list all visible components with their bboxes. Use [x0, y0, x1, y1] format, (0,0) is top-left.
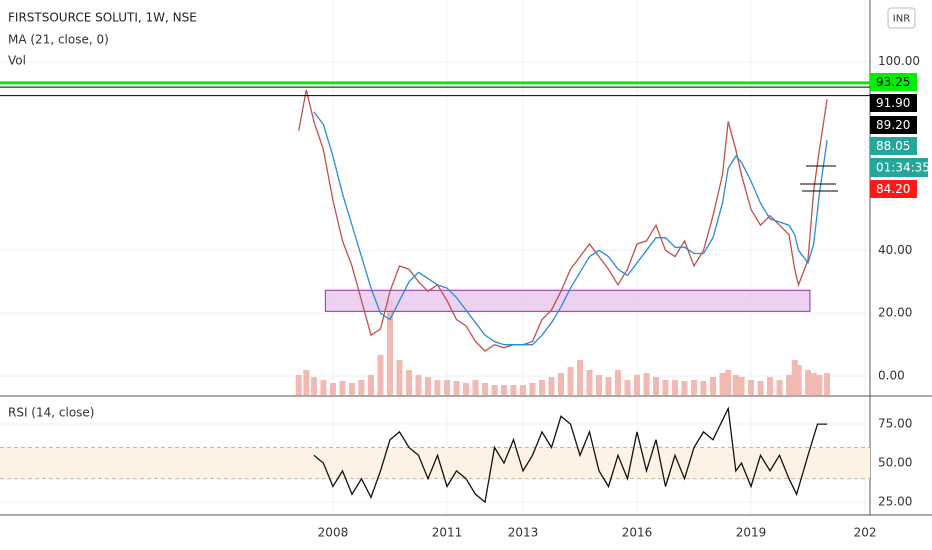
volume-bar: [662, 380, 669, 395]
volume-bar: [791, 360, 798, 395]
volume-bar: [816, 375, 823, 395]
volume-bar: [320, 380, 327, 395]
volume-bar: [624, 380, 631, 395]
main-pane: [295, 89, 831, 395]
volume-bar: [500, 385, 507, 395]
volume-bar: [481, 383, 488, 395]
volume-bar: [377, 355, 384, 395]
price-line: [298, 89, 828, 352]
volume-bar: [776, 380, 783, 395]
volume-bar: [786, 375, 793, 395]
volume-bar: [586, 370, 593, 395]
price-line: [313, 406, 828, 504]
volume-bar: [329, 383, 336, 395]
volume-bar: [700, 381, 707, 395]
volume-bar: [358, 380, 365, 395]
rsi-legend: RSI (14, close): [8, 406, 94, 420]
volume-bar: [367, 375, 374, 395]
x-tick-label: 2011: [432, 526, 463, 540]
y-tick-label: 40.00: [878, 243, 912, 257]
y-tick-label: 75.00: [878, 417, 912, 431]
volume-bar: [462, 383, 469, 395]
volume-bar: [653, 377, 660, 395]
price-badge: [870, 73, 917, 91]
y-tick-label: 50.00: [878, 456, 912, 470]
volume-bar: [529, 383, 536, 395]
volume-bar: [538, 380, 545, 395]
volume-bar: [805, 370, 812, 395]
x-tick-label: 2013: [508, 526, 539, 540]
volume-bar: [424, 377, 431, 395]
y-tick-label: 0.00: [878, 369, 905, 383]
volume-bar: [681, 381, 688, 395]
ma-legend: MA (21, close, 0): [8, 33, 109, 47]
countdown-badge: [870, 158, 928, 177]
price-badge-label: 88.05: [876, 139, 910, 153]
price-badge: [870, 94, 917, 112]
volume-bar: [295, 375, 302, 395]
ma-line: [313, 111, 828, 346]
volume-bar: [710, 377, 717, 395]
currency[interactable]: INR: [893, 14, 910, 25]
price-badge-label: 93.25: [876, 75, 910, 89]
volume-bar: [795, 365, 802, 395]
volume-bar: [415, 375, 422, 395]
y-tick-label: 100.00: [878, 54, 920, 68]
volume-bar: [738, 377, 745, 395]
volume-bar: [472, 380, 479, 395]
price-badge: [870, 116, 917, 134]
volume-bar: [605, 377, 612, 395]
volume-bar: [719, 373, 726, 395]
volume-bar: [672, 380, 679, 395]
volume-bar: [748, 380, 755, 395]
symbol-title: FIRSTSOURCE SOLUTI, 1W, NSE: [8, 11, 197, 25]
currency-box[interactable]: [887, 7, 916, 29]
volume-bar: [339, 381, 346, 395]
volume-bar: [767, 377, 774, 395]
x-tick-label: 2008: [318, 526, 349, 540]
price-badge-label: 89.20: [876, 118, 910, 132]
volume-bar: [303, 370, 310, 395]
volume-bar: [577, 360, 583, 395]
price-badge-label: 91.90: [876, 96, 910, 110]
volume-bar: [405, 370, 412, 395]
volume-bar: [310, 377, 317, 395]
price-badge: [870, 180, 917, 198]
volume-bar: [615, 370, 622, 395]
volume-bar: [691, 380, 698, 395]
volume-bar: [732, 375, 739, 395]
volume-bar: [643, 373, 650, 395]
volume-bar: [510, 385, 517, 395]
volume-bar: [725, 370, 732, 395]
volume-bar: [348, 383, 355, 395]
volume-bar: [567, 367, 574, 395]
volume-bar: [824, 373, 831, 395]
volume-bar: [491, 385, 498, 395]
x-tick-label: 2016: [622, 526, 653, 540]
volume-bar: [810, 373, 817, 395]
volume-bar: [386, 300, 393, 395]
volume-bar: [434, 380, 441, 395]
price-zone: [324, 289, 811, 312]
volume-bar: [548, 377, 555, 395]
volume-bar: [634, 375, 641, 395]
y-tick-label: 20.00: [878, 306, 912, 320]
volume-bar: [443, 380, 450, 395]
price-badge-label: 84.20: [876, 182, 910, 196]
x-tick-label: 202: [854, 526, 877, 540]
x-tick-label: 2019: [736, 526, 767, 540]
volume-bar: [453, 381, 460, 395]
volume-bar: [757, 381, 764, 395]
volume-bar: [519, 385, 526, 395]
price-badge: [870, 137, 917, 155]
countdown: 01:34:35: [876, 161, 930, 175]
volume-bar: [596, 375, 603, 395]
vol-legend: Vol: [8, 54, 26, 68]
volume-bar: [557, 373, 564, 395]
y-tick-label: 25.00: [878, 495, 912, 509]
volume-bar: [396, 360, 403, 395]
